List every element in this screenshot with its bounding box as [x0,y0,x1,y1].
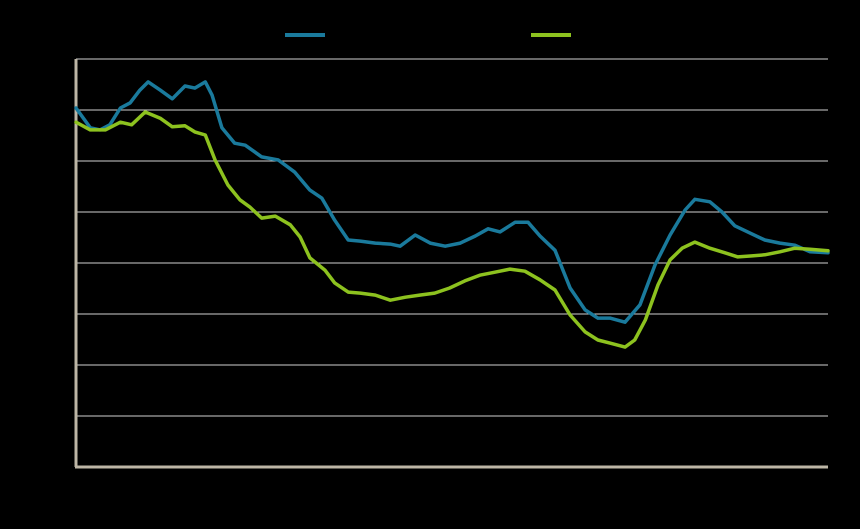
y-tick-label: 3 [61,306,68,320]
y-tick-label: 1 [61,408,68,422]
y-tick-label: 4 [61,255,68,269]
y-tick-label: 8 [61,51,68,65]
y-tick-label: 6 [61,153,68,167]
series-line [74,110,830,349]
y-tick-label: 0 [61,459,68,473]
y-tick-label: 7 [61,102,68,116]
y-tick-label: 5 [61,204,68,218]
series-line [74,80,830,324]
y-tick-label: 2 [61,357,68,371]
